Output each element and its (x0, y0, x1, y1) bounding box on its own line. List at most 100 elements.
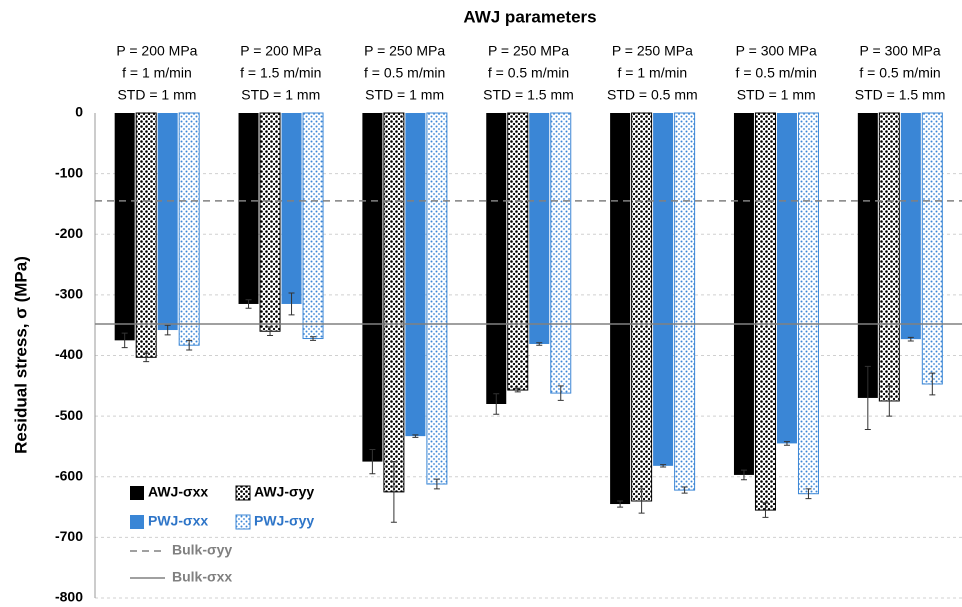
y-tick-label: -800 (55, 589, 83, 605)
bar (238, 113, 259, 304)
bar (900, 113, 921, 340)
x-category-label: f = 1 m/min (618, 65, 688, 81)
error-bar (493, 393, 500, 415)
y-tick-label: -200 (55, 225, 83, 241)
error-bar (536, 342, 543, 346)
error-bar (864, 365, 871, 430)
bar (383, 112, 405, 493)
legend-swatch (235, 485, 251, 501)
bar (281, 113, 302, 304)
bar (776, 113, 797, 444)
bar (302, 112, 324, 340)
error-bar (929, 372, 936, 396)
x-category-label: P = 200 MPa (116, 43, 197, 59)
error-bar (164, 324, 171, 336)
bar (610, 113, 631, 505)
bar (754, 112, 776, 511)
error-bar (805, 488, 812, 500)
x-category-label: STD = 0.5 mm (607, 87, 698, 103)
bar (114, 113, 135, 341)
error-bar (288, 292, 295, 316)
error-bar (143, 352, 150, 363)
y-tick-label: -300 (55, 286, 83, 302)
bar (653, 113, 674, 466)
x-category-label: f = 0.5 m/min (364, 65, 445, 81)
error-bar (369, 448, 376, 475)
x-category-label: STD = 1 mm (117, 87, 196, 103)
error-bar (617, 500, 624, 508)
x-category-label: f = 1 m/min (122, 65, 192, 81)
error-bar (121, 332, 128, 349)
error-bar (245, 299, 252, 309)
bar (135, 112, 157, 358)
bar (733, 113, 754, 475)
x-category-label: f = 0.5 m/min (488, 65, 569, 81)
x-category-label: P = 250 MPa (612, 43, 693, 59)
error-bar (762, 502, 769, 518)
bar (405, 113, 426, 437)
x-category-label: P = 300 MPa (860, 43, 941, 59)
legend-swatch (130, 486, 144, 500)
y-tick-label: -600 (55, 467, 83, 483)
x-category-label: STD = 1 mm (241, 87, 320, 103)
legend-label: AWJ-σyy (254, 484, 314, 500)
error-bar (267, 326, 274, 336)
error-bar (433, 478, 440, 490)
bar (486, 113, 507, 404)
bar (259, 112, 281, 332)
bar (631, 112, 653, 502)
legend-label: AWJ-σxx (148, 484, 208, 500)
x-category-label: f = 0.5 m/min (736, 65, 817, 81)
x-category-label: f = 1.5 m/min (240, 65, 321, 81)
bar (157, 113, 178, 331)
legend-label: PWJ-σyy (254, 513, 314, 529)
x-category-label: P = 250 MPa (364, 43, 445, 59)
x-category-label: P = 200 MPa (240, 43, 321, 59)
y-tick-label: -100 (55, 164, 83, 180)
y-tick-label: -500 (55, 407, 83, 423)
legend-label: Bulk-σyy (172, 542, 232, 558)
legend-swatch (235, 514, 251, 530)
error-bar (907, 336, 914, 342)
bar (507, 112, 529, 391)
bar (550, 112, 572, 394)
legend-label: Bulk-σxx (172, 569, 232, 585)
error-bar (557, 385, 564, 401)
legend-label: PWJ-σxx (148, 513, 208, 529)
chart-title: AWJ parameters (463, 7, 596, 26)
error-bar (638, 488, 645, 514)
error-bar (412, 434, 419, 438)
legend-swatch (130, 515, 144, 529)
y-tick-label: 0 (75, 104, 83, 120)
bar (674, 112, 696, 491)
bar (529, 113, 550, 344)
bar (797, 112, 819, 495)
error-bar (886, 385, 893, 417)
x-category-label: P = 300 MPa (736, 43, 817, 59)
bar (426, 112, 448, 485)
bar (178, 112, 200, 346)
error-bar (186, 339, 193, 351)
error-bar (740, 469, 747, 481)
error-bar (390, 461, 397, 523)
bar (857, 113, 878, 398)
y-tick-label: -400 (55, 346, 83, 362)
x-category-label: STD = 1.5 mm (483, 87, 574, 103)
bar (921, 112, 943, 385)
x-category-label: STD = 1.5 mm (855, 87, 946, 103)
bar (878, 112, 900, 402)
y-axis-label: Residual stress, σ (MPa) (11, 256, 30, 454)
y-tick-label: -700 (55, 528, 83, 544)
x-category-label: f = 0.5 m/min (859, 65, 940, 81)
error-bar (310, 336, 317, 341)
bar (362, 113, 383, 462)
error-bar (660, 464, 667, 468)
error-bar (783, 441, 790, 446)
error-bar (681, 486, 688, 494)
x-category-label: STD = 1 mm (365, 87, 444, 103)
error-bar (514, 387, 521, 393)
x-category-label: STD = 1 mm (737, 87, 816, 103)
x-category-label: P = 250 MPa (488, 43, 569, 59)
